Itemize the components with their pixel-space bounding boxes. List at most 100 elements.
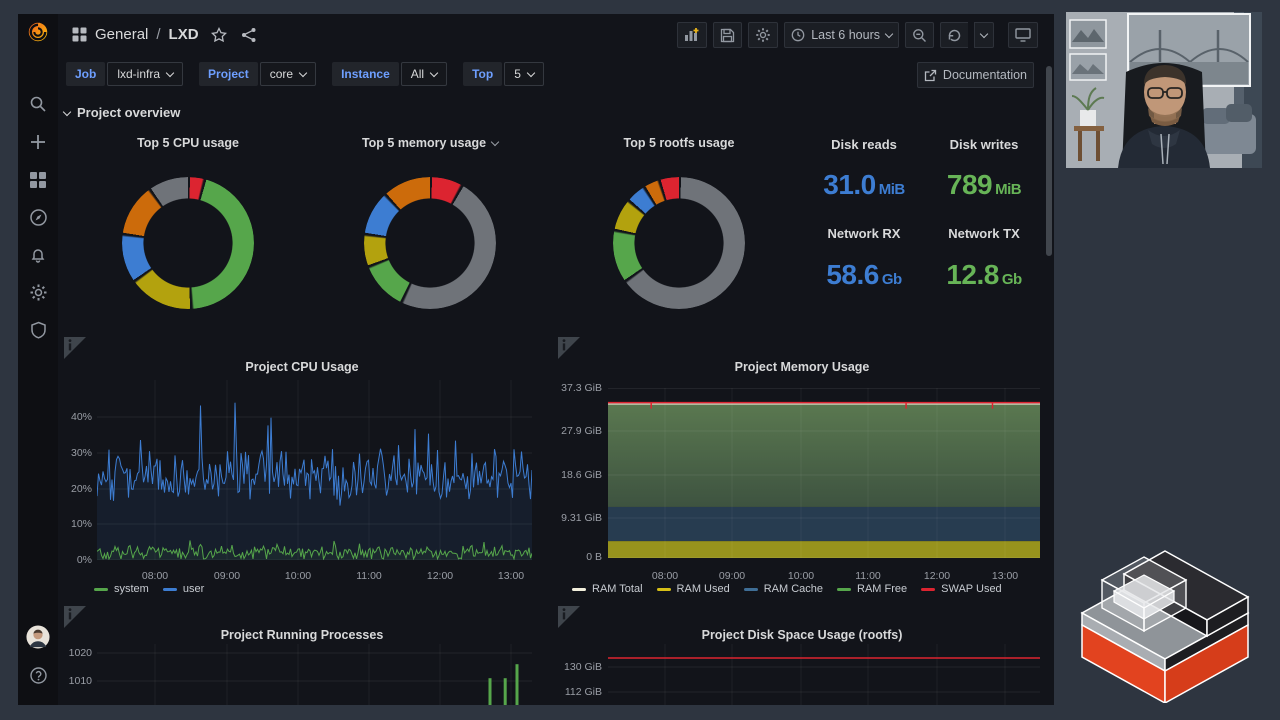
axis-tick-label: 13:00	[991, 570, 1019, 582]
favorite-star-icon[interactable]	[210, 26, 227, 43]
axis-tick-label: 9.31 GiB	[561, 512, 602, 524]
panel-info-icon[interactable]	[64, 337, 86, 359]
variable-top-label: Top	[463, 62, 503, 86]
stat-title-disk-reads[interactable]: Disk reads	[831, 137, 897, 152]
search-icon[interactable]	[26, 92, 50, 116]
zoom-out-time-button[interactable]	[905, 22, 934, 48]
refresh-button[interactable]	[940, 22, 968, 48]
axis-tick-label: 0 B	[586, 551, 602, 563]
running-processes-chart[interactable]	[97, 644, 532, 705]
panel-title-top5-memory[interactable]: Top 5 memory usage	[330, 136, 530, 150]
alerting-bell-icon[interactable]	[26, 243, 50, 267]
stat-title-network-tx[interactable]: Network TX	[948, 226, 1020, 241]
axis-tick-label: 130 GiB	[564, 661, 602, 673]
save-dashboard-button[interactable]	[713, 22, 743, 48]
variable-project-value[interactable]: core	[259, 62, 317, 86]
axis-tick-label: 11:00	[356, 570, 382, 582]
breadcrumb-page[interactable]: LXD	[168, 26, 199, 43]
legend-item[interactable]: RAM Free	[837, 583, 907, 595]
variable-job-value[interactable]: lxd-infra	[107, 62, 184, 86]
add-panel-button[interactable]	[677, 22, 708, 48]
variable-job-label: Job	[66, 62, 106, 86]
panel-title-cpu-usage[interactable]: Project CPU Usage	[245, 360, 359, 374]
memory-usage-chart[interactable]	[608, 388, 1040, 558]
panel-title-top5-cpu[interactable]: Top 5 CPU usage	[137, 136, 239, 150]
server-admin-shield-icon[interactable]	[26, 318, 50, 342]
scrollbar-thumb[interactable]	[1046, 66, 1052, 256]
explore-compass-icon[interactable]	[26, 205, 50, 229]
variable-top-value[interactable]: 5	[504, 62, 544, 86]
configuration-gear-icon[interactable]	[26, 280, 50, 304]
axis-tick-label: 18.6 GiB	[561, 469, 602, 481]
scrollbar[interactable]	[1046, 14, 1052, 705]
legend-item[interactable]: RAM Total	[572, 583, 643, 595]
legend-item[interactable]: RAM Used	[656, 583, 730, 595]
memory-legend: RAM Total RAM Used RAM Cache RAM Free SWAP U…	[572, 583, 1002, 595]
axis-tick-label: 10:00	[284, 570, 312, 582]
chevron-down-icon	[526, 68, 536, 77]
template-variables: Job lxd-infra Project core Instance All	[66, 62, 544, 86]
panel-title-top5-rootfs[interactable]: Top 5 rootfs usage	[623, 136, 735, 150]
axis-tick-label: 08:00	[651, 570, 679, 582]
plant-pot	[1080, 110, 1096, 126]
axis-tick-label: 11:00	[855, 570, 881, 582]
legend-swatch	[921, 587, 936, 591]
legend-item[interactable]: RAM Cache	[743, 583, 824, 595]
row-project-overview[interactable]: Project overview	[62, 105, 181, 120]
panel-title-running-processes[interactable]: Project Running Processes	[220, 628, 384, 642]
refresh-interval-dropdown[interactable]	[974, 22, 994, 48]
stat-value-network-tx: 12.8 Gb	[946, 259, 1022, 290]
panel-info-icon[interactable]	[558, 606, 580, 628]
cycle-view-mode-button[interactable]	[1008, 22, 1038, 48]
dashboard-settings-button[interactable]	[748, 22, 779, 48]
legend-swatch	[743, 587, 758, 591]
variable-instance: Instance All	[332, 62, 448, 86]
panel-title-disk-space[interactable]: Project Disk Space Usage (rootfs)	[701, 628, 903, 642]
variable-top: Top 5	[463, 62, 544, 86]
panel-title-memory-usage[interactable]: Project Memory Usage	[734, 360, 870, 374]
axis-tick-label: 1010	[68, 675, 92, 687]
axis-tick-label: 40%	[70, 411, 92, 423]
axis-tick-label: 112 GiB	[564, 686, 602, 698]
donut-chart-rootfs[interactable]	[613, 177, 745, 309]
help-icon[interactable]	[26, 663, 50, 687]
stat-title-disk-writes[interactable]: Disk writes	[949, 137, 1019, 152]
time-range-label: Last 6 hours	[811, 28, 880, 42]
grafana-logo-icon[interactable]	[26, 20, 50, 44]
row-title: Project overview	[77, 105, 181, 120]
dashboards-icon[interactable]	[26, 168, 50, 192]
user-avatar[interactable]	[26, 625, 50, 649]
variable-instance-value[interactable]: All	[400, 62, 448, 86]
legend-label: SWAP Used	[941, 583, 1002, 595]
breadcrumb-section[interactable]: General	[95, 26, 149, 43]
apps-grid-icon[interactable]	[72, 27, 87, 42]
stat-title-network-rx[interactable]: Network RX	[827, 226, 901, 241]
panel-info-icon[interactable]	[558, 337, 580, 359]
disk-space-chart[interactable]	[608, 644, 1040, 705]
panel-info-icon[interactable]	[64, 606, 86, 628]
donut-chart-memory[interactable]	[364, 177, 496, 309]
time-range-picker[interactable]: Last 6 hours	[784, 22, 899, 48]
chevron-down-icon	[429, 68, 439, 77]
wall-picture	[1069, 19, 1107, 49]
legend-item[interactable]: system	[94, 583, 149, 595]
legend-label: RAM Used	[676, 583, 730, 595]
create-plus-icon[interactable]	[26, 130, 50, 154]
share-icon[interactable]	[241, 27, 257, 43]
cpu-usage-chart[interactable]	[97, 380, 532, 560]
chevron-down-icon	[979, 29, 989, 38]
panel-disk-space-usage: Project Disk Space Usage (rootfs) 130 Gi…	[558, 606, 1046, 705]
cpu-legend: system user	[94, 583, 204, 595]
donut-chart-cpu[interactable]	[122, 177, 254, 309]
legend-item[interactable]: SWAP Used	[921, 583, 1002, 595]
chevron-down-icon	[165, 68, 175, 77]
panel-running-processes: Project Running Processes 1020 1010	[64, 606, 540, 705]
variable-project-label: Project	[199, 62, 258, 86]
axis-tick-label: 10%	[70, 518, 92, 530]
documentation-button[interactable]: Documentation	[916, 62, 1034, 88]
legend-item[interactable]: user	[162, 583, 204, 595]
legend-label: RAM Cache	[763, 583, 824, 595]
variable-job: Job lxd-infra	[66, 62, 184, 86]
dashboard-submenu: Job lxd-infra Project core Instance All	[58, 58, 1054, 94]
